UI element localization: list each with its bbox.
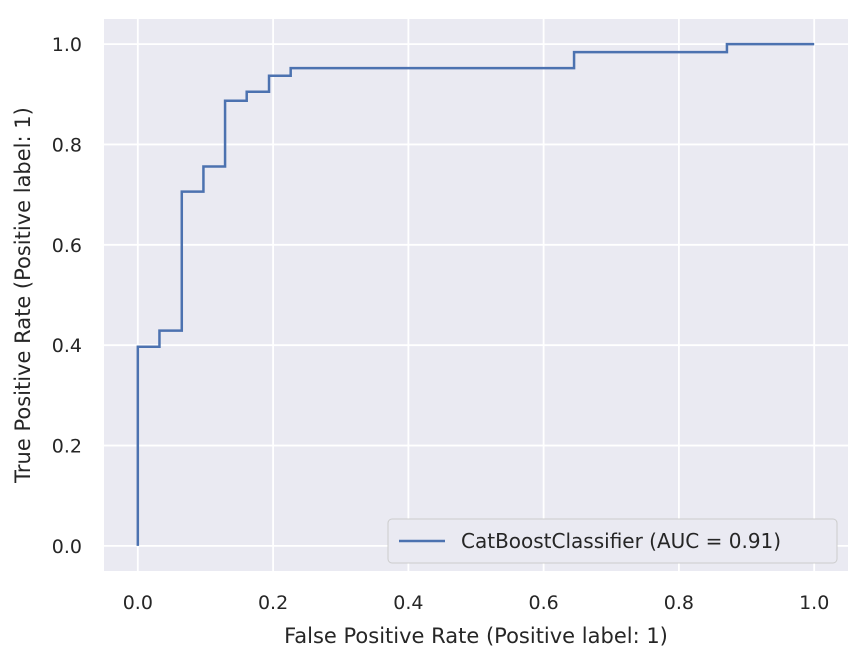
legend-label: CatBoostClassifier (AUC = 0.91) bbox=[461, 529, 781, 553]
legend-box bbox=[387, 518, 838, 564]
legend: CatBoostClassifier (AUC = 0.91) bbox=[387, 518, 838, 564]
y-tick-label: 0.8 bbox=[52, 134, 82, 156]
x-tick-label: 1.0 bbox=[799, 592, 829, 614]
x-axis-label: False Positive Rate (Positive label: 1) bbox=[284, 624, 668, 648]
x-tick-label: 0.0 bbox=[123, 592, 153, 614]
roc-curve-line bbox=[136, 42, 815, 546]
y-tick-labels: 0.0 0.2 0.4 0.6 0.8 1.0 bbox=[52, 34, 82, 558]
y-tick-label: 1.0 bbox=[52, 34, 82, 56]
plot-area bbox=[104, 19, 848, 571]
x-tick-labels: 0.0 0.2 0.4 0.6 0.8 1.0 bbox=[123, 592, 830, 614]
y-tick-label: 0.2 bbox=[52, 436, 82, 458]
y-tick-label: 0.4 bbox=[52, 335, 82, 357]
grid-lines bbox=[104, 19, 848, 571]
y-tick-label: 0.6 bbox=[52, 235, 82, 257]
y-axis-label: True Positive Rate (Positive label: 1) bbox=[11, 107, 35, 484]
x-tick-label: 0.2 bbox=[258, 592, 288, 614]
y-tick-label: 0.0 bbox=[52, 536, 82, 558]
x-tick-label: 0.4 bbox=[393, 592, 423, 614]
series-layer bbox=[136, 42, 815, 546]
x-tick-label: 0.6 bbox=[529, 592, 559, 614]
x-tick-label: 0.8 bbox=[664, 592, 694, 614]
